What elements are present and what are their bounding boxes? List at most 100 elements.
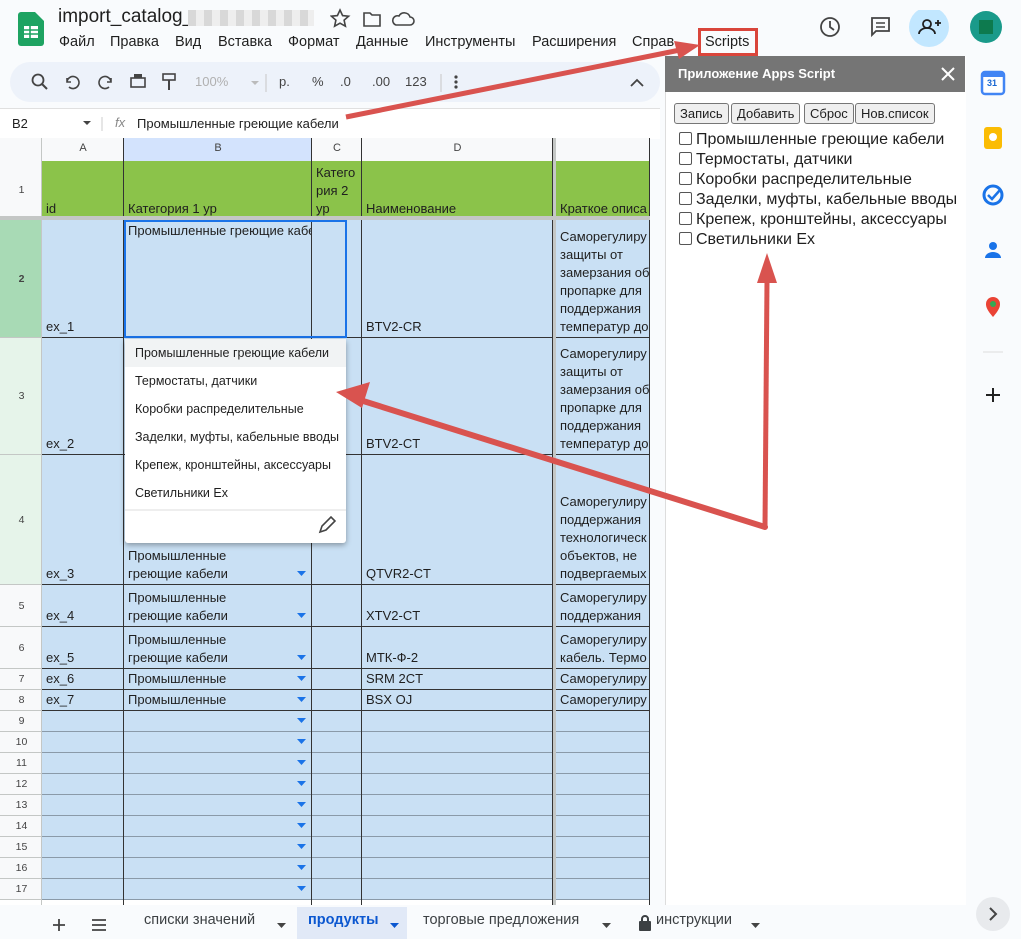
dropdown-option[interactable]: Коробки распределительные	[135, 402, 304, 416]
cell: Катего рия 2 ур	[312, 161, 362, 219]
dropdown-chevron[interactable]	[297, 781, 307, 787]
tab-menu-arrow[interactable]	[602, 923, 612, 929]
column-header: A	[79, 142, 87, 154]
tab-menu-arrow[interactable]	[390, 923, 400, 929]
row-header: 7	[18, 673, 25, 685]
top-right-icons[interactable]	[816, 10, 1021, 48]
decrease-decimals[interactable]: .0	[340, 74, 351, 89]
dropdown-chevron[interactable]	[297, 886, 307, 892]
dropdown-option[interactable]: Крепеж, кронштейны, аксессуары	[135, 458, 331, 472]
column-header: C	[333, 142, 341, 154]
dropdown-chevron[interactable]	[297, 865, 307, 871]
cell: QTVR2-CT	[362, 455, 553, 584]
doc-title[interactable]: import_catalog_	[58, 6, 194, 27]
sidebar-button[interactable]: Нов.список	[855, 103, 935, 124]
tab-menu-arrow[interactable]	[751, 923, 761, 929]
checkbox-row[interactable]: Светильники Ex	[679, 230, 815, 250]
sidebar-header	[665, 56, 965, 92]
title-icons[interactable]	[330, 8, 420, 30]
row-bg	[42, 774, 650, 795]
rail-icons[interactable]	[980, 125, 1008, 425]
row-bg	[42, 837, 650, 858]
cell-text: XTV2-CT	[366, 608, 421, 623]
dropdown-chevron[interactable]	[297, 739, 307, 745]
formula-content[interactable]: Промышленные греющие кабели	[137, 116, 339, 131]
row-header-bg	[0, 711, 42, 732]
dropdown-chevron[interactable]	[297, 655, 307, 661]
sidebar-button[interactable]: Запись	[674, 103, 729, 124]
sidebar-button[interactable]: Сброс	[804, 103, 854, 124]
calendar-icon[interactable]	[980, 70, 1008, 98]
sidebar-close[interactable]	[940, 66, 956, 82]
dropdown-footer[interactable]	[125, 508, 346, 538]
sheets-logo[interactable]	[18, 12, 44, 46]
name-box-arrow	[83, 117, 103, 131]
row-header: 9	[18, 715, 25, 727]
row-header-bg	[0, 753, 42, 774]
menu-item[interactable]: Данные	[356, 34, 409, 50]
cell: Промышленные греющие кабели	[124, 220, 312, 337]
row-line	[42, 668, 650, 669]
dropdown-chevron[interactable]	[297, 760, 307, 766]
dropdown-chevron[interactable]	[297, 823, 307, 829]
row-line	[42, 815, 650, 816]
checkbox	[679, 232, 692, 245]
dropdown-chevron[interactable]	[297, 571, 307, 577]
sheet-tab[interactable]: списки значений	[144, 912, 256, 928]
menu-item[interactable]: Справ	[632, 34, 675, 50]
cell: XTV2-CT	[362, 585, 553, 626]
row-bg	[42, 858, 650, 879]
menu-item[interactable]: Расширения	[532, 34, 617, 50]
row-bg	[42, 753, 650, 774]
cell: BTV2-CT	[362, 338, 553, 454]
dropdown-chevron[interactable]	[297, 613, 307, 619]
menu-item[interactable]: Вид	[175, 34, 202, 50]
cell-line: Саморегулиру	[560, 494, 647, 509]
cell-line: замерзания об	[560, 265, 650, 280]
sheet-tab[interactable]: торговые предложения	[423, 912, 580, 928]
cell-line: Промышленные	[128, 548, 227, 563]
expand-rail[interactable]	[975, 896, 1011, 932]
checkbox-row[interactable]: Крепеж, кронштейны, аксессуары	[679, 210, 947, 230]
cell-line: Саморегулиру	[560, 229, 647, 244]
checkbox-row[interactable]: Промышленные греющие кабели	[679, 130, 944, 150]
cell-text: id	[46, 201, 57, 216]
checkbox-row[interactable]: Термостаты, датчики	[679, 150, 852, 170]
dropdown-chevron[interactable]	[297, 676, 307, 682]
zoom[interactable]: 100%	[195, 74, 229, 89]
menu-item[interactable]: Вставка	[218, 34, 272, 50]
percent-format[interactable]: %	[312, 74, 324, 89]
dropdown-chevron[interactable]	[297, 697, 307, 703]
menu-item[interactable]: Правка	[110, 34, 159, 50]
dropdown-option[interactable]: Термостаты, датчики	[135, 374, 258, 388]
sidebar-button[interactable]: Добавить	[731, 103, 801, 124]
tab-controls[interactable]	[50, 915, 110, 935]
row-header-bg	[0, 837, 42, 858]
checkbox-row[interactable]: Коробки распределительные	[679, 170, 912, 190]
row-header-bg	[0, 795, 42, 816]
sheet-tab[interactable]: продукты	[308, 912, 379, 928]
column-header-selected	[124, 138, 312, 161]
dropdown-chevron[interactable]	[297, 718, 307, 724]
name-box[interactable]: B2	[12, 116, 28, 131]
menu-item[interactable]: Scripts	[705, 34, 750, 50]
cell-text: ex_1	[46, 319, 75, 334]
menu-item[interactable]: Инструменты	[425, 34, 516, 50]
checkbox	[679, 172, 692, 185]
menu-item[interactable]: Файл	[59, 34, 95, 50]
currency-format[interactable]: р.	[279, 74, 290, 89]
dropdown-chevron[interactable]	[297, 844, 307, 850]
cell-text: QTVR2-CT	[366, 566, 431, 581]
menu-item[interactable]: Формат	[288, 34, 340, 50]
toolbar-icons[interactable]	[25, 70, 275, 94]
checkbox-row[interactable]: Заделки, муфты, кабельные вводы	[679, 190, 957, 210]
tab-menu-arrow[interactable]	[277, 923, 287, 929]
dropdown-option[interactable]: Светильники Ex	[135, 486, 228, 500]
sheet-tab[interactable]: инструкции	[656, 912, 732, 928]
dropdown-chevron[interactable]	[297, 802, 307, 808]
cell-text: Саморегулиру	[560, 692, 647, 707]
row-line	[42, 878, 650, 879]
dropdown-option[interactable]: Заделки, муфты, кабельные вводы	[135, 430, 339, 444]
dropdown-option[interactable]: Промышленные греющие кабели	[125, 339, 346, 367]
cell-line: Катего	[316, 165, 356, 180]
